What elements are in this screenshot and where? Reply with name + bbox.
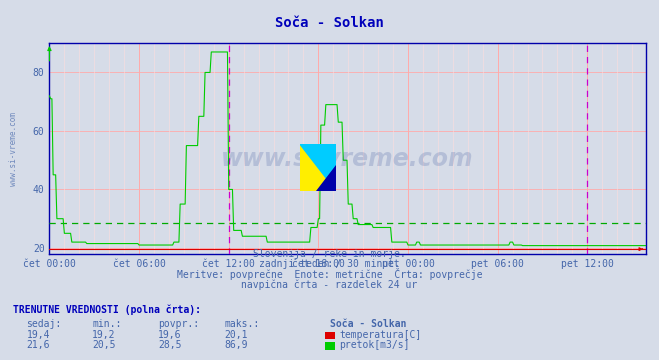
Text: 19,2: 19,2 <box>92 330 116 340</box>
Text: 19,4: 19,4 <box>26 330 50 340</box>
Text: maks.:: maks.: <box>224 319 259 329</box>
Text: 21,6: 21,6 <box>26 341 50 351</box>
Text: 28,5: 28,5 <box>158 341 182 351</box>
Text: Soča - Solkan: Soča - Solkan <box>275 16 384 30</box>
Text: Slovenija / reke in morje.: Slovenija / reke in morje. <box>253 249 406 260</box>
Text: TRENUTNE VREDNOSTI (polna črta):: TRENUTNE VREDNOSTI (polna črta): <box>13 305 201 315</box>
Text: 19,6: 19,6 <box>158 330 182 340</box>
Text: 20,1: 20,1 <box>224 330 248 340</box>
Text: povpr.:: povpr.: <box>158 319 199 329</box>
Text: www.si-vreme.com: www.si-vreme.com <box>9 112 18 185</box>
Text: Meritve: povprečne  Enote: metrične  Črta: povprečje: Meritve: povprečne Enote: metrične Črta:… <box>177 267 482 280</box>
Text: zadnji teden / 30 minut.: zadnji teden / 30 minut. <box>259 260 400 270</box>
Polygon shape <box>300 144 336 191</box>
Text: navpična črta - razdelek 24 ur: navpična črta - razdelek 24 ur <box>241 279 418 290</box>
Text: sedaj:: sedaj: <box>26 319 61 329</box>
Text: temperatura[C]: temperatura[C] <box>339 330 422 340</box>
Polygon shape <box>300 144 336 191</box>
Text: 20,5: 20,5 <box>92 341 116 351</box>
Text: Soča - Solkan: Soča - Solkan <box>330 319 406 329</box>
Polygon shape <box>316 165 336 191</box>
Text: www.si-vreme.com: www.si-vreme.com <box>221 147 474 171</box>
Text: 86,9: 86,9 <box>224 341 248 351</box>
Text: pretok[m3/s]: pretok[m3/s] <box>339 341 410 351</box>
Text: min.:: min.: <box>92 319 122 329</box>
